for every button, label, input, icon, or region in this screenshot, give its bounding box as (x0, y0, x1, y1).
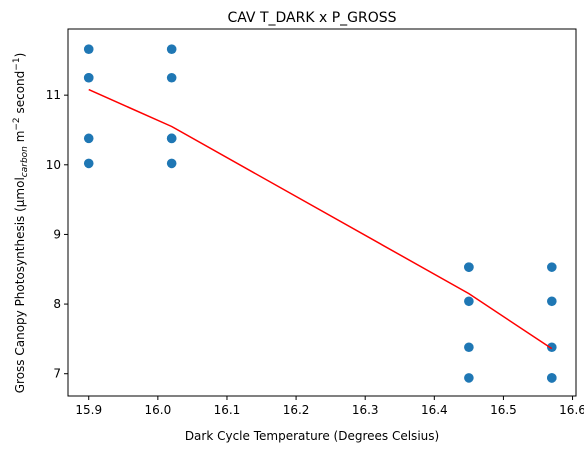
scatter-point (547, 262, 557, 272)
x-axis-label: Dark Cycle Temperature (Degrees Celsius) (185, 429, 439, 443)
y-tick-label: 9 (53, 227, 61, 241)
y-axis-label-subscript: carbon (20, 146, 30, 177)
scatter-point (166, 44, 177, 54)
scatter-point (464, 342, 474, 353)
plot-frame (67, 28, 577, 397)
y-axis-label-middle2: second (13, 71, 27, 118)
x-tick-label: 16.1 (214, 403, 241, 417)
x-axis: 15.9 16.0 16.1 16.2 16.3 16.4 16.5 16.6 (75, 396, 584, 417)
scatter-point (83, 133, 94, 144)
y-axis-label-suffix: ) (13, 53, 27, 58)
y-axis-label-exp1: −2 (12, 117, 22, 130)
scatter-point (464, 262, 474, 272)
scatter-point (547, 373, 557, 383)
plot-area (83, 44, 557, 383)
y-tick-label: 7 (53, 367, 61, 381)
y-tick-label: 10 (46, 158, 61, 172)
trend-line (88, 88, 553, 350)
x-tick-label: 16.5 (490, 403, 517, 417)
y-axis-label-middle: m (13, 131, 27, 147)
x-tick-label: 16.3 (352, 403, 379, 417)
scatter-point (83, 72, 94, 83)
scatter-point (166, 158, 177, 169)
y-tick-label: 11 (46, 88, 61, 102)
chart-title: CAV T_DARK x P_GROSS (227, 10, 396, 26)
scatter-point (464, 373, 474, 383)
y-tick-label: 8 (53, 297, 61, 311)
x-tick-label: 16.6 (559, 403, 584, 417)
x-tick-label: 16.4 (421, 403, 448, 417)
y-axis-label-exp2: −1 (12, 57, 22, 70)
scatter-point (166, 72, 177, 83)
x-tick-label: 15.9 (75, 403, 102, 417)
x-tick-label: 16.0 (144, 403, 171, 417)
scatter-point (547, 342, 557, 353)
scatter-point (83, 44, 94, 54)
y-axis: 7 8 9 10 11 (46, 88, 68, 381)
scatter-point (166, 133, 177, 144)
y-axis-label-prefix: Gross Canopy Photosynthesis (μmol (13, 177, 27, 393)
scatter-point (464, 296, 474, 307)
y-axis-label: Gross Canopy Photosynthesis (μmolcarbon … (12, 53, 30, 394)
scatter-point (547, 296, 557, 307)
scatter-point (83, 158, 94, 169)
x-tick-label: 16.2 (283, 403, 310, 417)
